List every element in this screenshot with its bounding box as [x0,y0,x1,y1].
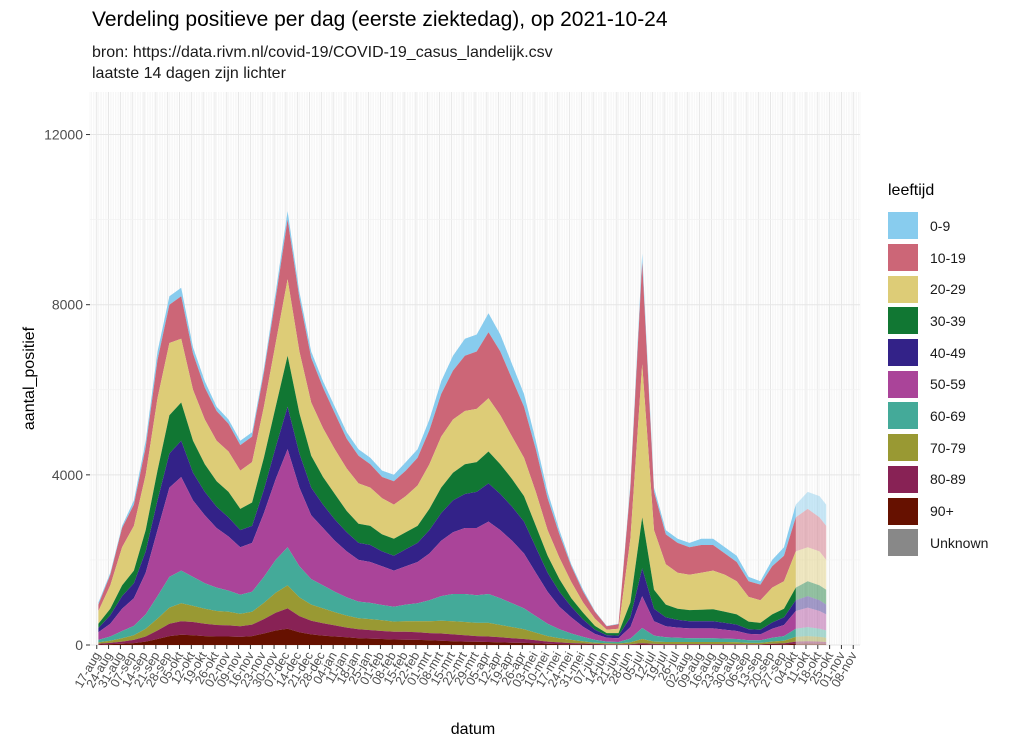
legend-key-swatch [888,434,918,462]
legend-key-swatch [888,244,918,272]
legend-key-swatch [888,370,918,398]
legend-label: Unknown [930,534,989,551]
legend-key-swatch [888,529,918,557]
chart-title: Verdeling positieve per dag (eerste ziek… [92,8,668,31]
area-70-79-recent [795,636,827,642]
area-20-29 [98,279,796,634]
area-20-29-recent [795,547,827,590]
area-70-79 [98,585,796,645]
legend-item: Unknown [888,527,988,559]
y-tick-label: 4000 [52,467,83,483]
legend-label: 50-59 [930,376,966,393]
area-80-89-recent [795,641,827,644]
y-tick-label: 8000 [52,297,83,313]
legend-key-swatch [888,465,918,493]
legend-key-swatch [888,497,918,525]
legend-item: 50-59 [888,368,988,400]
legend-title: leeftijd [888,182,935,199]
x-axis-title: datum [451,721,495,738]
area-40-49-recent [795,596,827,615]
area-30-39-recent [795,581,827,605]
legend-key-swatch [888,307,918,335]
legend-label: 80-89 [930,471,966,488]
legend-item: 70-79 [888,432,988,464]
legend-key-swatch [888,275,918,303]
area-50-59 [98,449,796,642]
area-60-69-recent [795,627,827,638]
legend-item: 30-39 [888,305,988,337]
legend: leeftijd 0-9 10-19 20-29 30-39 40-49 50-59 60-… [888,182,988,559]
legend-key-swatch [888,339,918,367]
legend-item: 60-69 [888,400,988,432]
area-0-9-recent [795,491,827,526]
legend-item: 90+ [888,495,988,527]
area-80-89 [98,608,796,645]
area-60-69 [98,547,796,644]
area-90- [98,628,796,645]
legend-item: 20-29 [888,273,988,305]
legend-item: 0-9 [888,210,988,242]
legend-label: 70-79 [930,439,966,456]
legend-item: 10-19 [888,242,988,274]
legend-key-swatch [888,402,918,430]
stacked-areas [98,211,827,645]
area-50-59-recent [795,607,827,631]
legend-label: 60-69 [930,407,966,424]
area-30-39 [98,355,796,636]
y-tick-label: 0 [75,637,83,653]
chart-subtitle-source: bron: https://data.rivm.nl/covid-19/COVI… [92,44,553,61]
y-axis-title: aantal_positief [21,326,38,430]
legend-label: 0-9 [930,217,951,234]
legend-item: 80-89 [888,464,988,496]
legend-label: 40-49 [930,344,966,361]
legend-label: 10-19 [930,249,966,266]
area-40-49 [98,406,796,639]
legend-label: 30-39 [930,312,966,329]
legend-label: 20-29 [930,281,966,298]
chart-subtitle-note: laatste 14 dagen zijn lichter [92,65,286,82]
y-tick-label: 12000 [44,127,83,143]
area-90--recent [795,643,827,645]
legend-items: 0-9 10-19 20-29 30-39 40-49 50-59 60-69 70-79 80… [888,210,988,559]
legend-label: 90+ [930,503,954,520]
area-10-19 [98,219,796,630]
legend-item: 40-49 [888,337,988,369]
area-0-9 [98,211,796,627]
area-10-19-recent [795,508,827,560]
legend-key-swatch [888,212,918,240]
